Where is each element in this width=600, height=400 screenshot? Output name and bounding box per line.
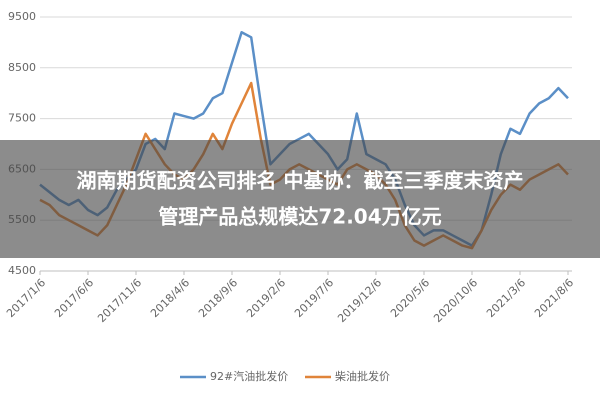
x-tick-label: 2018/9/6: [196, 276, 240, 320]
x-tick-label: 2017/1/6: [4, 276, 48, 320]
x-tick-label: 2021/8/6: [532, 276, 576, 320]
banner-title: 管理产品总规模达72.04万亿元: [158, 205, 441, 229]
legend-label: 92#汽油批发价: [210, 369, 288, 383]
x-tick-label: 2020/10/6: [431, 276, 480, 325]
y-tick-label: 9500: [8, 10, 36, 23]
banner-title: 湖南期货配资公司排名 中基协：截至三季度末资产: [77, 169, 524, 193]
x-tick-label: 2017/6/6: [52, 276, 96, 320]
x-tick-label: 2020/5/6: [388, 276, 432, 320]
y-tick-label: 4500: [8, 264, 36, 277]
x-tick-label: 2021/3/6: [484, 276, 528, 320]
x-tick-label: 2019/7/6: [292, 276, 336, 320]
x-tick-label: 2019/2/6: [244, 276, 288, 320]
legend-label: 柴油批发价: [335, 369, 390, 383]
x-tick-label: 2019/12/6: [335, 276, 384, 325]
x-tick-label: 2017/11/6: [95, 276, 144, 325]
y-tick-label: 7500: [8, 112, 36, 125]
y-tick-label: 8500: [8, 61, 36, 74]
banner: [0, 140, 600, 258]
x-tick-label: 2018/4/6: [148, 276, 192, 320]
